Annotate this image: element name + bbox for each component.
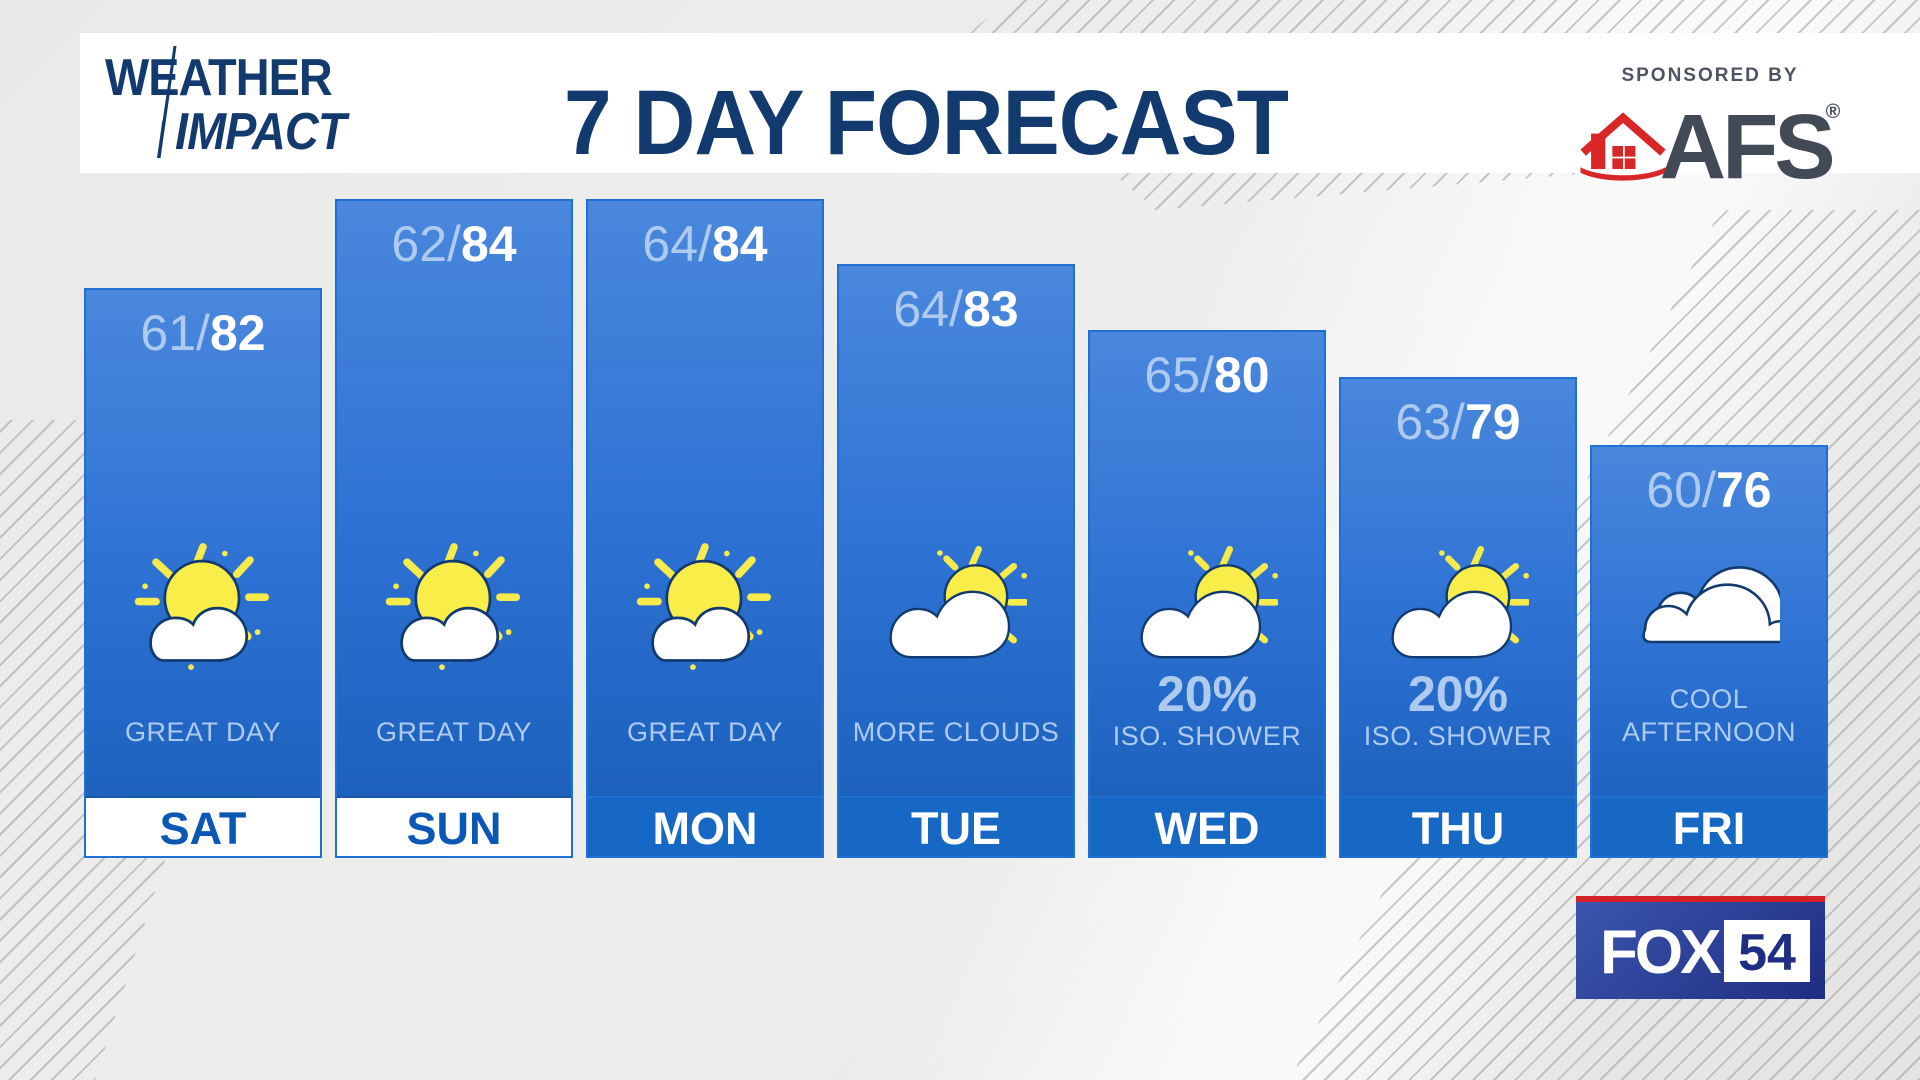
svg-text:54: 54 — [1738, 924, 1796, 982]
svg-text:FOX: FOX — [1600, 918, 1721, 987]
